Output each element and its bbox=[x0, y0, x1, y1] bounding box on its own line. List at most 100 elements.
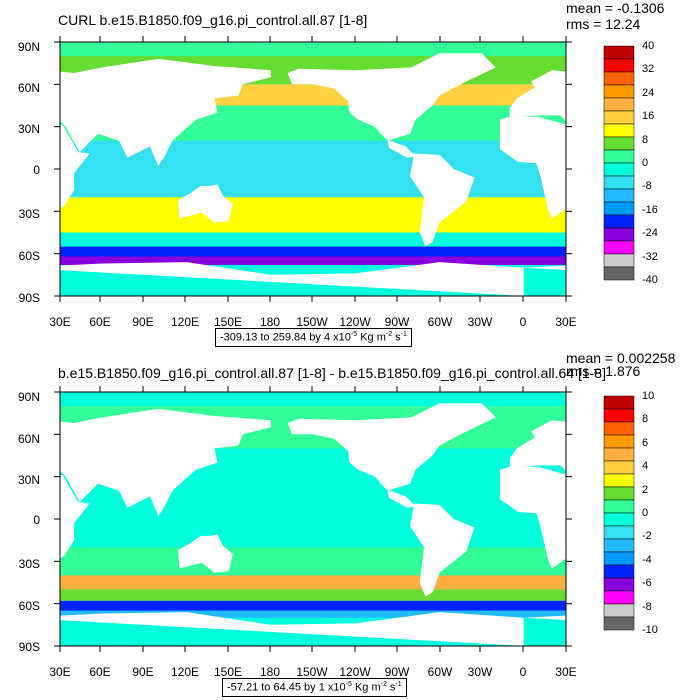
contour-band bbox=[60, 610, 566, 618]
colorbar-swatch bbox=[603, 564, 635, 579]
colorbar-swatch bbox=[603, 499, 635, 514]
lon-label: 30W bbox=[467, 315, 493, 329]
lat-label: 30N bbox=[17, 473, 40, 487]
colorbar-swatch bbox=[603, 616, 635, 631]
colorbar-swatch bbox=[603, 110, 635, 125]
lon-label: 0 bbox=[519, 665, 527, 679]
lon-label: 30E bbox=[555, 665, 577, 679]
lat-label: 30S bbox=[18, 557, 40, 571]
range-exp: -5 bbox=[350, 331, 358, 338]
lat-label: 90S bbox=[18, 640, 40, 654]
south-america-landmass bbox=[410, 153, 475, 247]
lon-label: 180 bbox=[259, 315, 281, 329]
antarctica-landmass bbox=[17, 262, 524, 296]
colorbar-label: -16 bbox=[642, 203, 658, 216]
colorbar-swatch bbox=[603, 421, 635, 436]
colorbar-swatch bbox=[603, 227, 635, 242]
colorbar-swatch bbox=[603, 577, 635, 592]
antarctica-landmass bbox=[17, 612, 524, 646]
colorbar-swatch bbox=[603, 201, 635, 216]
colorbar-swatch bbox=[603, 123, 635, 138]
range-units: Kg m bbox=[354, 681, 381, 694]
lon-label: 60W bbox=[427, 315, 453, 329]
lon-label: 30W bbox=[467, 665, 493, 679]
lat-label: 90N bbox=[17, 40, 40, 54]
colorbar-swatch bbox=[603, 486, 635, 501]
lat-label: 0 bbox=[33, 163, 40, 177]
lat-label: 90S bbox=[18, 291, 40, 305]
clip-mask bbox=[0, 42, 60, 296]
colorbar-swatch bbox=[603, 395, 635, 410]
difference-panel: b.e15.B1850.f09_g16.pi_control.all.87 [1… bbox=[0, 350, 700, 700]
colorbar-label: 2 bbox=[642, 483, 649, 496]
range-tail: s bbox=[386, 681, 396, 694]
lon-label: 150W bbox=[296, 665, 328, 679]
colorbar-swatch bbox=[603, 162, 635, 177]
colorbar-swatch bbox=[603, 175, 635, 190]
range-text: -57.21 to 64.45 by 1 x10 bbox=[227, 681, 346, 694]
ocean-field bbox=[0, 42, 700, 296]
colorbar-label: -2 bbox=[642, 530, 652, 543]
colorbar-swatch bbox=[603, 188, 635, 203]
south-america-landmass bbox=[410, 503, 475, 597]
mean-stat: mean = -0.1306 bbox=[566, 0, 665, 16]
contour-band bbox=[60, 246, 566, 257]
lon-label: 90E bbox=[132, 665, 154, 679]
contour-band bbox=[60, 232, 566, 247]
lat-label: 60N bbox=[17, 81, 40, 95]
mean-stat: mean = 0.002258 bbox=[566, 350, 676, 366]
colorbar-label: -4 bbox=[642, 553, 652, 566]
colorbar-label: 32 bbox=[642, 63, 655, 76]
range-units: Kg m bbox=[360, 331, 386, 344]
colorbar-label: -32 bbox=[642, 250, 658, 263]
contour-band bbox=[60, 140, 566, 198]
colorbar-label: 16 bbox=[642, 110, 655, 123]
range-text: -309.13 to 259.84 by 4 x10 bbox=[220, 331, 351, 344]
colorbar-swatch bbox=[603, 266, 635, 281]
colorbar-label: -24 bbox=[642, 227, 658, 240]
lon-label: 0 bbox=[519, 315, 527, 329]
plot-title: b.e15.B1850.f09_g16.pi_control.all.87 [1… bbox=[58, 365, 606, 381]
colorbar-label: 10 bbox=[642, 390, 655, 402]
colorbar-label: 8 bbox=[642, 413, 649, 426]
rms-stat: rms = 12.24 bbox=[566, 16, 641, 32]
colorbar-label: 4 bbox=[642, 460, 649, 473]
rms-stat: rms = 1.876 bbox=[566, 363, 641, 379]
colorbar-label: -6 bbox=[642, 577, 652, 590]
colorbar-swatch bbox=[603, 58, 635, 73]
colorbar-swatch bbox=[603, 97, 635, 112]
lon-label: 180 bbox=[259, 665, 281, 679]
colorbar-label: -40 bbox=[642, 274, 658, 286]
lon-label: 60W bbox=[427, 665, 453, 679]
lon-label: 30E bbox=[555, 315, 577, 329]
lon-label: 120E bbox=[170, 665, 200, 679]
colorbar-label: -10 bbox=[642, 624, 658, 636]
contour-band bbox=[60, 197, 566, 233]
colorbar-label: 0 bbox=[642, 507, 649, 519]
eurasia-landmass bbox=[3, 408, 271, 517]
range-exp: -5 bbox=[345, 681, 352, 688]
lon-label: 60E bbox=[89, 315, 111, 329]
colorbar-swatch bbox=[603, 214, 635, 229]
ocean-field bbox=[0, 392, 700, 646]
contour-band bbox=[60, 256, 566, 265]
lat-label: 30N bbox=[17, 122, 40, 136]
colorbar-swatch bbox=[603, 590, 635, 605]
colorbar-swatch bbox=[603, 473, 635, 488]
contour-band bbox=[60, 547, 566, 576]
colorbar-label: 8 bbox=[642, 133, 649, 146]
colorbar-swatch bbox=[603, 253, 635, 268]
lat-label: 0 bbox=[33, 513, 40, 527]
lon-label: 90W bbox=[384, 315, 410, 329]
north-america-landmass bbox=[287, 403, 496, 508]
australia-landmass bbox=[684, 190, 700, 219]
lon-label: 120W bbox=[339, 665, 371, 679]
lat-label: 60S bbox=[18, 599, 40, 613]
contour-band bbox=[60, 575, 566, 590]
colorbar-label: 40 bbox=[642, 40, 655, 52]
australia-landmass bbox=[178, 534, 233, 573]
lat-label: 90N bbox=[17, 390, 40, 404]
colorbar-swatch bbox=[603, 136, 635, 151]
colorbar-label: 24 bbox=[642, 86, 655, 99]
lon-label: 120W bbox=[339, 315, 371, 329]
